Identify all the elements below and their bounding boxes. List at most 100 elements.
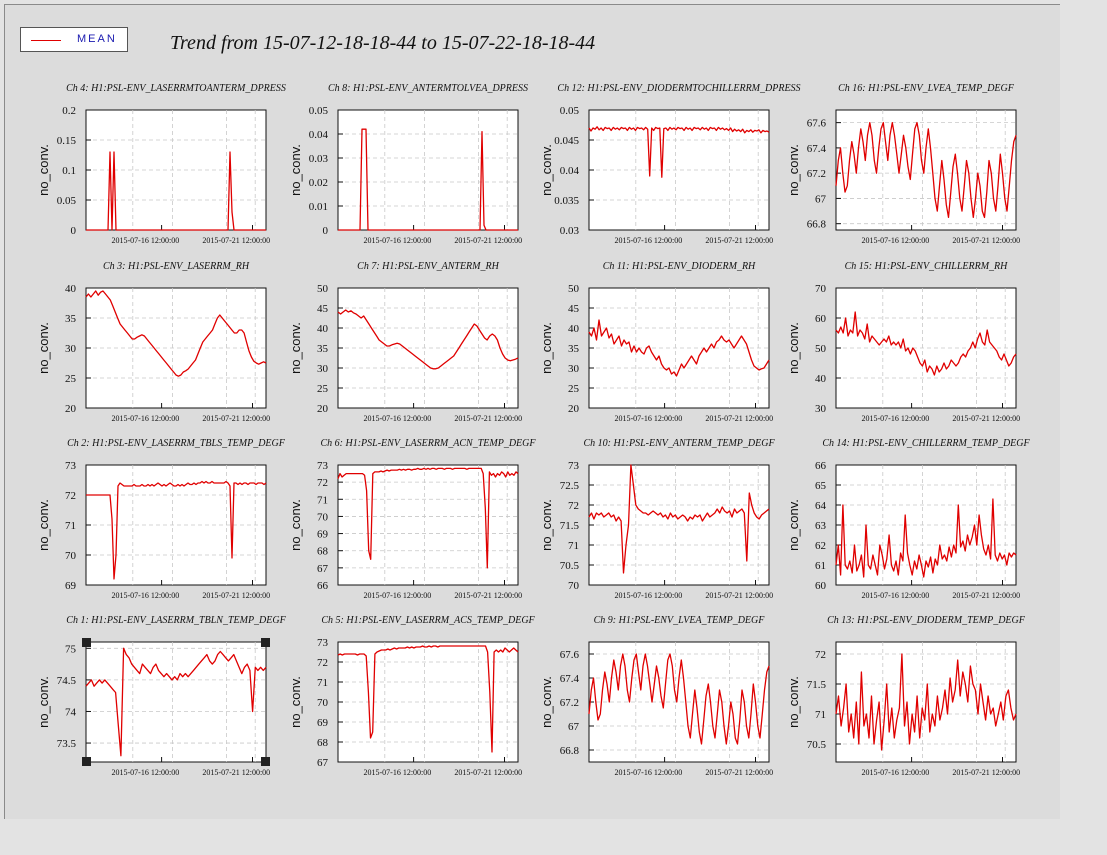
y-tick-label: 64: [815, 500, 827, 512]
selection-handle[interactable]: [82, 757, 91, 766]
x-tick-label: 2015-07-16 12:00:00: [615, 236, 683, 245]
y-tick-label: 62: [815, 540, 826, 552]
series-line-mean: [835, 311, 1017, 376]
trend-panel-8[interactable]: Ch 15: H1:PSL-ENV_CHILLERRM_RH 30 40 50 60 70…: [786, 261, 1020, 423]
y-tick-label: 25: [317, 383, 329, 395]
y-tick-label: 0.05: [309, 105, 329, 117]
y-tick-label: 65: [815, 480, 827, 492]
trend-panel-5[interactable]: Ch 3: H1:PSL-ENV_LASERRM_RH 20 25 30 35 40 201…: [36, 261, 270, 423]
y-axis-label: no_conv.: [539, 144, 554, 196]
y-tick-label: 50: [815, 343, 827, 355]
x-tick-label: 2015-07-21 12:00:00: [705, 768, 773, 777]
y-tick-label: 0: [71, 225, 77, 237]
y-tick-label: 69: [65, 580, 77, 592]
y-axis-label: no_conv.: [786, 144, 801, 196]
y-tick-label: 74: [65, 706, 77, 718]
y-tick-label: 20: [568, 403, 580, 415]
plot-area[interactable]: [85, 641, 267, 763]
y-tick-label: 30: [317, 363, 329, 375]
trend-panel-16[interactable]: Ch 13: H1:PSL-ENV_DIODERM_TEMP_DEGF 70.5 7…: [786, 615, 1026, 777]
panel-title: Ch 3: H1:PSL-ENV_LASERRM_RH: [103, 261, 250, 272]
selection-handle[interactable]: [261, 638, 270, 647]
plot-area[interactable]: [588, 287, 770, 409]
plot-area[interactable]: [835, 287, 1017, 409]
trend-panel-6[interactable]: Ch 7: H1:PSL-ENV_ANTERM_RH 20 25 30 35 40 45 50…: [288, 261, 522, 423]
panel-title: Ch 9: H1:PSL-ENV_LVEA_TEMP_DEGF: [594, 615, 766, 626]
legend-swatch: [31, 40, 61, 41]
y-tick-label: 0.045: [554, 135, 579, 147]
y-tick-label: 72: [815, 649, 826, 661]
panel-title: Ch 2: H1:PSL-ENV_LASERRM_TBLS_TEMP_DEGF: [67, 438, 286, 449]
x-tick-label: 2015-07-21 12:00:00: [454, 414, 522, 423]
x-tick-label: 2015-07-16 12:00:00: [364, 768, 432, 777]
trend-panel-1[interactable]: Ch 4: H1:PSL-ENV_LASERRMTOANTERM_DPRESS 0…: [36, 83, 286, 245]
x-tick-label: 2015-07-16 12:00:00: [112, 236, 180, 245]
panel-title: Ch 14: H1:PSL-ENV_CHILLERRM_TEMP_DEGF: [822, 438, 1030, 449]
panel-title: Ch 8: H1:PSL-ENV_ANTERMTOLVEA_DPRESS: [328, 83, 528, 94]
trend-panel-2[interactable]: Ch 8: H1:PSL-ENV_ANTERMTOLVEA_DPRESS 0 0.0…: [288, 83, 528, 245]
y-tick-label: 0.2: [62, 105, 76, 117]
y-axis-label: no_conv.: [36, 144, 51, 196]
x-tick-label: 2015-07-16 12:00:00: [615, 768, 683, 777]
y-tick-label: 67.6: [560, 649, 580, 661]
y-tick-label: 67.2: [807, 168, 826, 180]
series-line-mean: [86, 151, 266, 231]
trend-panel-13[interactable]: Ch 1: H1:PSL-ENV_LASERRM_TBLN_TEMP_DEGF 7…: [36, 615, 287, 777]
trend-panel-3[interactable]: Ch 12: H1:PSL-ENV_DIODERMTOCHILLERRM_DPR…: [539, 83, 801, 245]
plot-area[interactable]: [835, 109, 1017, 231]
panel-title: Ch 5: H1:PSL-ENV_LASERRM_ACS_TEMP_DEGF: [321, 615, 535, 626]
x-tick-label: 2015-07-21 12:00:00: [705, 236, 773, 245]
y-axis-label: no_conv.: [288, 144, 303, 196]
x-tick-label: 2015-07-21 12:00:00: [202, 768, 270, 777]
series-line-mean: [588, 464, 770, 574]
y-tick-label: 60: [815, 580, 827, 592]
y-tick-label: 0.05: [560, 105, 580, 117]
y-tick-label: 50: [317, 283, 329, 295]
y-tick-label: 70.5: [807, 739, 827, 751]
y-tick-label: 75: [65, 643, 77, 655]
plot-area[interactable]: [337, 109, 519, 231]
x-tick-label: 2015-07-16 12:00:00: [112, 591, 180, 600]
y-tick-label: 40: [65, 283, 77, 295]
legend[interactable]: MEAN: [20, 27, 128, 52]
series-line-mean: [588, 653, 770, 745]
y-tick-label: 71.5: [807, 679, 827, 691]
y-tick-label: 30: [568, 363, 580, 375]
trend-panel-9[interactable]: Ch 2: H1:PSL-ENV_LASERRM_TBLS_TEMP_DEGF 6…: [36, 438, 286, 600]
panel-title: Ch 4: H1:PSL-ENV_LASERRMTOANTERM_DPRESS: [66, 83, 286, 94]
y-tick-label: 67: [317, 757, 329, 769]
x-tick-label: 2015-07-16 12:00:00: [615, 591, 683, 600]
trend-panel-12[interactable]: Ch 14: H1:PSL-ENV_CHILLERRM_TEMP_DEGF 60 6…: [786, 438, 1030, 600]
x-tick-label: 2015-07-21 12:00:00: [202, 236, 270, 245]
x-tick-label: 2015-07-16 12:00:00: [112, 768, 180, 777]
trend-panel-4[interactable]: Ch 16: H1:PSL-ENV_LVEA_TEMP_DEGF 66.8 67 67…: [786, 83, 1020, 245]
y-tick-label: 66: [815, 460, 827, 472]
y-axis-label: no_conv.: [36, 676, 51, 728]
plot-area[interactable]: [588, 641, 770, 763]
trend-panel-11[interactable]: Ch 10: H1:PSL-ENV_ANTERM_TEMP_DEGF 70 70.5…: [539, 438, 775, 600]
series-line-mean: [588, 126, 770, 178]
selection-handle[interactable]: [261, 757, 270, 766]
y-axis-label: no_conv.: [36, 322, 51, 374]
selection-handle[interactable]: [82, 638, 91, 647]
x-tick-label: 2015-07-21 12:00:00: [952, 414, 1020, 423]
panel-title: Ch 1: H1:PSL-ENV_LASERRM_TBLN_TEMP_DEGF: [66, 615, 286, 626]
trend-panel-7[interactable]: Ch 11: H1:PSL-ENV_DIODERM_RH 20 25 30 35 40 45…: [539, 261, 773, 423]
trend-panel-10[interactable]: Ch 6: H1:PSL-ENV_LASERRM_ACN_TEMP_DEGF 66…: [288, 438, 536, 600]
plot-area[interactable]: [337, 287, 519, 409]
series-line-mean: [337, 309, 519, 370]
y-tick-label: 71: [317, 494, 328, 506]
y-tick-label: 67.6: [807, 118, 827, 130]
y-tick-label: 71.5: [560, 520, 580, 532]
trend-panel-14[interactable]: Ch 5: H1:PSL-ENV_LASERRM_ACS_TEMP_DEGF 67…: [288, 615, 536, 777]
y-tick-label: 0.04: [560, 165, 580, 177]
plot-area[interactable]: [337, 641, 519, 763]
plot-area[interactable]: [588, 464, 770, 586]
y-tick-label: 40: [568, 323, 580, 335]
y-tick-label: 35: [568, 343, 580, 355]
trend-panel-15[interactable]: Ch 9: H1:PSL-ENV_LVEA_TEMP_DEGF 66.8 67 67.…: [539, 615, 773, 777]
y-tick-label: 73: [568, 460, 580, 472]
y-axis-label: no_conv.: [539, 676, 554, 728]
